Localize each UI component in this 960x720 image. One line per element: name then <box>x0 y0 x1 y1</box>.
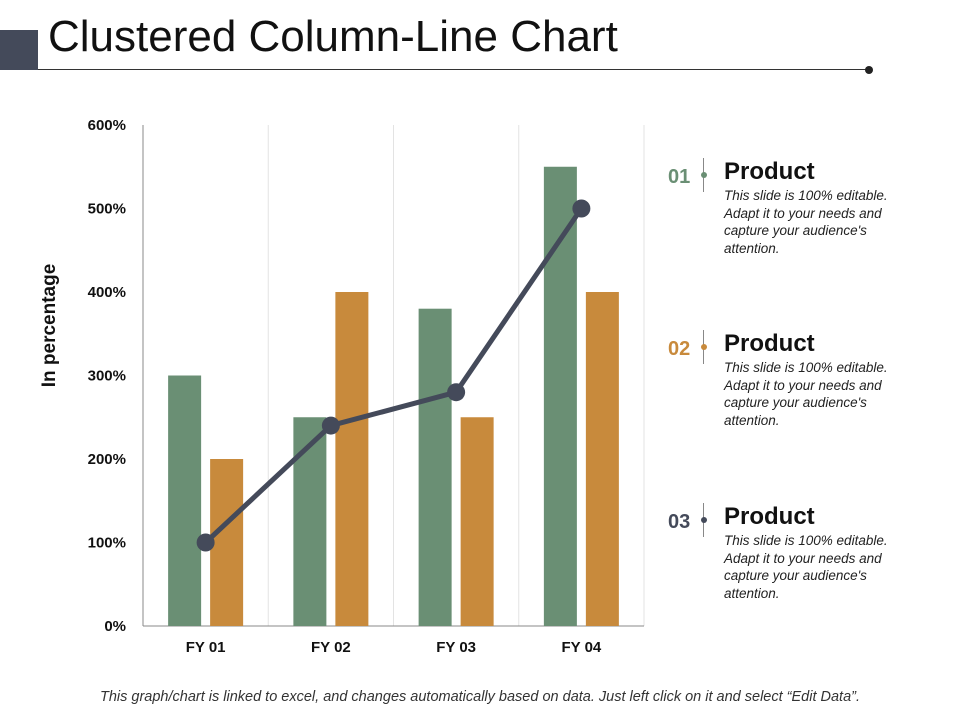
y-tick-label: 300% <box>88 368 126 385</box>
legend-description: This slide is 100% editable. Adapt it to… <box>724 533 888 601</box>
slide-title: Clustered Column-Line Chart <box>48 12 618 61</box>
legend-dot <box>701 172 707 178</box>
bar <box>293 417 327 626</box>
y-tick-label: 400% <box>88 284 126 301</box>
title-accent-block <box>0 30 38 70</box>
x-tick-label: FY 04 <box>562 639 602 656</box>
x-tick-label: FY 02 <box>311 639 351 656</box>
y-tick-label: 600% <box>88 117 126 134</box>
legend-number: 02 <box>668 338 691 360</box>
legend-description: This slide is 100% editable. Adapt it to… <box>724 188 888 256</box>
y-tick-label: 0% <box>104 618 126 635</box>
legend-number: 01 <box>668 166 691 188</box>
x-tick-label: FY 03 <box>436 639 476 656</box>
line-point <box>447 383 466 402</box>
line-point <box>572 199 591 218</box>
footer-note: This graph/chart is linked to excel, and… <box>99 689 861 705</box>
y-tick-label: 200% <box>88 451 126 468</box>
title-divider <box>38 69 868 70</box>
y-tick-label: 500% <box>88 201 126 218</box>
legend-heading: Product <box>724 158 815 185</box>
title-divider-dot <box>865 66 873 74</box>
y-tick-label: 100% <box>88 535 126 552</box>
legend-number: 03 <box>668 511 691 533</box>
legend-description: This slide is 100% editable. Adapt it to… <box>724 360 888 428</box>
legend-dot <box>701 517 707 523</box>
series-line <box>203 207 584 545</box>
bar <box>418 308 452 626</box>
bar <box>335 292 369 626</box>
legend-dot <box>701 344 707 350</box>
bar <box>210 459 244 626</box>
line-point <box>196 533 215 552</box>
legend-heading: Product <box>724 503 815 530</box>
legend-heading: Product <box>724 330 815 357</box>
x-tick-label: FY 01 <box>186 639 226 656</box>
bar <box>585 292 619 626</box>
bar <box>168 375 202 626</box>
line-point <box>321 416 340 435</box>
bar <box>460 417 494 626</box>
y-axis-label: In percentage <box>39 264 60 388</box>
